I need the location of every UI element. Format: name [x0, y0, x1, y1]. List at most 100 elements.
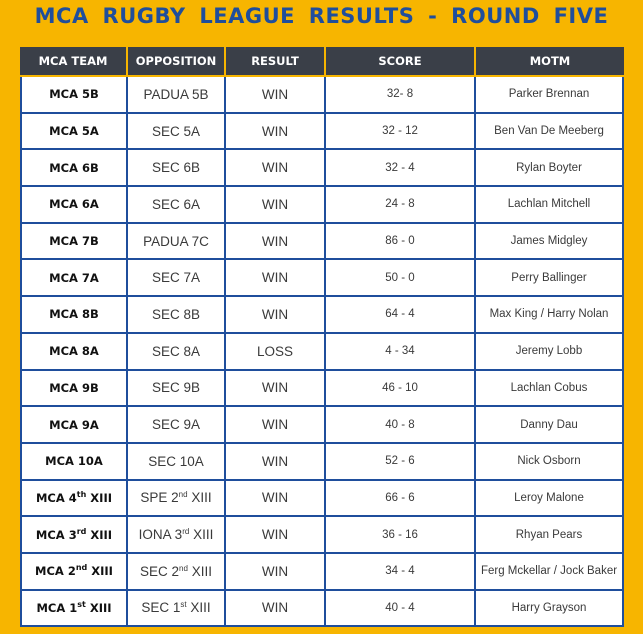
table-row: MCA 5B PADUA 5B WIN 32- 8 Parker Brennan	[20, 77, 624, 114]
table-row: MCA 7B PADUA 7C WIN 86 - 0 James Midgley	[20, 223, 624, 261]
team-cell: MCA 9B	[20, 370, 128, 408]
team-cell: MCA 2nd XIII	[20, 553, 128, 591]
motm-cell: Lachlan Mitchell	[476, 187, 624, 224]
team-cell: MCA 6A	[20, 187, 128, 224]
opposition-cell: SEC 6B	[128, 150, 226, 188]
opposition-suffix: XIII	[187, 563, 212, 579]
table-row: MCA 9B SEC 9B WIN 46 - 10 Lachlan Cobus	[20, 370, 624, 408]
result-cell: WIN	[226, 77, 326, 114]
motm-cell: Harry Grayson	[476, 590, 624, 628]
table-row: MCA 10A SEC 10A WIN 52 - 6 Nick Osborn	[20, 443, 624, 481]
team-suffix: XIII	[87, 564, 113, 579]
opposition-prefix: SEC 2	[140, 563, 180, 579]
team-ordinal: rd	[76, 526, 87, 536]
motm-cell: Jeremy Lobb	[476, 333, 624, 371]
team-cell: MCA 8A	[20, 333, 128, 371]
table-row: MCA 5A SEC 5A WIN 32 - 12 Ben Van De Mee…	[20, 113, 624, 151]
team-suffix: XIII	[86, 527, 113, 542]
score-cell: 40 - 4	[326, 590, 476, 628]
team-cell: MCA 5B	[20, 77, 128, 114]
team-cell: MCA 6B	[20, 150, 128, 188]
team-suffix: XIII	[86, 490, 113, 505]
team-prefix: MCA 3	[35, 527, 77, 542]
results-table-wrapper: MCA TEAM OPPOSITION RESULT SCORE MOTM MC…	[20, 47, 624, 628]
opposition-cell: SEC 2nd XIII	[128, 553, 226, 591]
table-row: MCA 8A SEC 8A LOSS 4 - 34 Jeremy Lobb	[20, 333, 624, 371]
score-cell: 32 - 12	[326, 113, 476, 151]
motm-cell: Max King / Harry Nolan	[476, 297, 624, 334]
result-cell: WIN	[226, 113, 326, 151]
result-cell: WIN	[226, 443, 326, 481]
header-opposition: OPPOSITION	[128, 47, 226, 77]
opposition-ordinal: rd	[182, 527, 190, 537]
opposition-cell: PADUA 7C	[128, 223, 226, 261]
team-ordinal: th	[76, 489, 87, 499]
score-cell: 32- 8	[326, 77, 476, 114]
motm-cell: Lachlan Cobus	[476, 370, 624, 408]
team-cell: MCA 4th XIII	[20, 480, 128, 518]
result-cell: WIN	[226, 260, 326, 298]
motm-cell: Perry Ballinger	[476, 260, 624, 298]
motm-cell: Ben Van De Meeberg	[476, 113, 624, 151]
header-row: MCA TEAM OPPOSITION RESULT SCORE MOTM	[20, 47, 624, 77]
results-table: MCA TEAM OPPOSITION RESULT SCORE MOTM MC…	[20, 47, 624, 628]
score-cell: 64 - 4	[326, 297, 476, 334]
score-cell: 66 - 6	[326, 480, 476, 518]
table-row: MCA 9A SEC 9A WIN 40 - 8 Danny Dau	[20, 407, 624, 444]
result-cell: WIN	[226, 223, 326, 261]
opposition-cell: SEC 6A	[128, 187, 226, 224]
opposition-prefix: IONA 3	[138, 527, 183, 543]
page-title: MCA RUGBY LEAGUE RESULTS - ROUND FIVE	[34, 4, 609, 28]
score-cell: 32 - 4	[326, 150, 476, 188]
table-body: MCA 5B PADUA 5B WIN 32- 8 Parker Brennan…	[20, 77, 624, 628]
table-row: MCA 8B SEC 8B WIN 64 - 4 Max King / Harr…	[20, 297, 624, 334]
opposition-ordinal: nd	[179, 563, 188, 573]
table-row: MCA 1st XIII SEC 1st XIII WIN 40 - 4 Har…	[20, 590, 624, 628]
score-cell: 40 - 8	[326, 407, 476, 444]
result-cell: WIN	[226, 407, 326, 444]
opposition-cell: SEC 7A	[128, 260, 226, 298]
table-row: MCA 3rd XIII IONA 3rd XIII WIN 36 - 16 R…	[20, 517, 624, 554]
opposition-cell: SEC 10A	[128, 443, 226, 481]
team-cell: MCA 8B	[20, 297, 128, 334]
header-result: RESULT	[226, 47, 326, 77]
motm-cell: Parker Brennan	[476, 77, 624, 114]
result-cell: LOSS	[226, 333, 326, 371]
team-prefix: MCA 4	[35, 490, 77, 505]
opposition-cell: SEC 8A	[128, 333, 226, 371]
opposition-suffix: XIII	[189, 527, 214, 543]
opposition-cell: SEC 8B	[128, 297, 226, 334]
header-motm: MOTM	[476, 47, 624, 77]
opposition-suffix: XIII	[187, 490, 212, 506]
score-cell: 4 - 34	[326, 333, 476, 371]
motm-cell: Ferg Mckellar / Jock Baker	[476, 553, 624, 591]
motm-cell: Rylan Boyter	[476, 150, 624, 188]
team-prefix: MCA 2	[35, 564, 76, 579]
score-cell: 24 - 8	[326, 187, 476, 224]
team-cell: MCA 10A	[20, 443, 128, 481]
team-cell: MCA 1st XIII	[20, 590, 128, 628]
opposition-cell: PADUA 5B	[128, 77, 226, 114]
result-cell: WIN	[226, 187, 326, 224]
team-prefix: MCA 1	[36, 600, 78, 615]
result-cell: WIN	[226, 370, 326, 408]
opposition-prefix: SEC 1	[141, 600, 181, 616]
table-row: MCA 4th XIII SPE 2nd XIII WIN 66 - 6 Ler…	[20, 480, 624, 518]
team-cell: MCA 9A	[20, 407, 128, 444]
result-cell: WIN	[226, 150, 326, 188]
result-cell: WIN	[226, 517, 326, 554]
opposition-ordinal: nd	[178, 490, 188, 500]
opposition-cell: SPE 2nd XIII	[128, 480, 226, 518]
opposition-cell: SEC 9B	[128, 370, 226, 408]
result-cell: WIN	[226, 297, 326, 334]
opposition-ordinal: st	[180, 600, 187, 610]
result-cell: WIN	[226, 590, 326, 628]
table-row: MCA 6A SEC 6A WIN 24 - 8 Lachlan Mitchel…	[20, 187, 624, 224]
table-row: MCA 6B SEC 6B WIN 32 - 4 Rylan Boyter	[20, 150, 624, 188]
score-cell: 46 - 10	[326, 370, 476, 408]
motm-cell: Nick Osborn	[476, 443, 624, 481]
team-cell: MCA 7B	[20, 223, 128, 261]
team-ordinal: st	[77, 599, 86, 609]
team-suffix: XIII	[85, 600, 112, 615]
opposition-cell: SEC 5A	[128, 113, 226, 151]
